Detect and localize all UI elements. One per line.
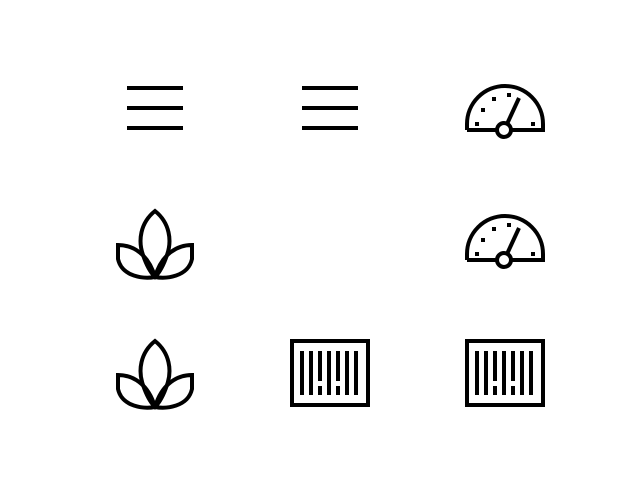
barcode-icon	[285, 328, 375, 418]
speedometer-icon	[460, 65, 550, 155]
menu-icon	[285, 65, 375, 155]
speedometer-icon	[460, 195, 550, 285]
barcode-icon	[460, 328, 550, 418]
lotus-icon	[110, 330, 200, 420]
lotus-icon	[110, 200, 200, 290]
menu-icon	[110, 65, 200, 155]
